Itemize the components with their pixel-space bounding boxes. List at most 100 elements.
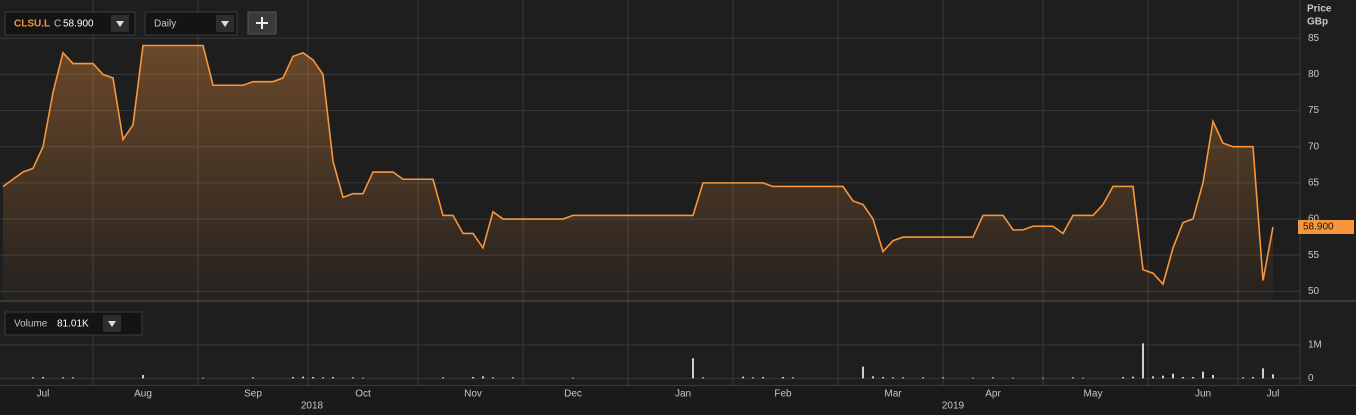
volume-bar bbox=[1252, 377, 1254, 379]
volume-bar bbox=[972, 377, 974, 379]
volume-bar bbox=[1192, 377, 1194, 379]
volume-bar bbox=[872, 376, 874, 379]
x-tick-label: Sep bbox=[244, 389, 262, 400]
last-price-tag bbox=[1298, 219, 1354, 234]
volume-bar bbox=[292, 377, 294, 379]
volume-bar bbox=[482, 376, 484, 379]
change-prefix: C bbox=[54, 19, 61, 30]
volume-bar bbox=[1042, 377, 1044, 379]
volume-bar bbox=[862, 366, 864, 379]
symbol: CLSU.L bbox=[14, 19, 50, 30]
volume-bar bbox=[572, 377, 574, 379]
x-tick-label: Mar bbox=[884, 389, 902, 400]
volume-bar bbox=[742, 376, 744, 379]
x-tick-label: Apr bbox=[985, 389, 1001, 400]
volume-bar bbox=[332, 377, 334, 379]
last-price-tag-label: 58.900 bbox=[1303, 222, 1334, 233]
y-tick-label: 85 bbox=[1308, 33, 1320, 44]
volume-bar bbox=[312, 377, 314, 379]
volume-value: 81.01K bbox=[57, 319, 89, 330]
y-axis-unit: GBp bbox=[1307, 17, 1328, 28]
interval: Daily bbox=[154, 19, 176, 30]
volume-bar bbox=[322, 377, 324, 379]
volume-bar bbox=[142, 375, 144, 379]
y-tick-label: 80 bbox=[1308, 69, 1320, 80]
x-tick-label: Oct bbox=[355, 389, 371, 400]
volume-bar bbox=[1012, 377, 1014, 379]
volume-bar bbox=[202, 377, 204, 379]
volume-bar bbox=[1072, 377, 1074, 379]
y-tick-label: 0 bbox=[1308, 373, 1314, 384]
volume-bar bbox=[72, 377, 74, 379]
year-label: 2019 bbox=[942, 401, 965, 412]
y-tick-label: 1M bbox=[1308, 340, 1322, 351]
y-tick-label: 65 bbox=[1308, 178, 1320, 189]
volume-bar bbox=[1132, 376, 1134, 379]
y-tick-label: 70 bbox=[1308, 141, 1320, 152]
labels: 50 55 60 65 70 75 80 85 0 1M Jul Aug Sep Oct Nov Dec Jan… bbox=[37, 33, 1354, 412]
price-area bbox=[3, 45, 1273, 300]
x-tick-label: Jul bbox=[1267, 389, 1280, 400]
volume-bar bbox=[942, 377, 944, 379]
volume-bar bbox=[1152, 376, 1154, 379]
y-tick-label: 60 bbox=[1308, 214, 1320, 225]
price-line bbox=[2, 44, 1274, 286]
add-icon bbox=[256, 17, 268, 29]
volume-bar bbox=[752, 377, 754, 379]
volume-bar bbox=[472, 377, 474, 379]
volume-bar bbox=[1212, 375, 1214, 379]
volume-bar bbox=[492, 377, 494, 379]
y-tick-label: 75 bbox=[1308, 105, 1320, 116]
x-axis-band bbox=[0, 386, 1356, 415]
volume-bar bbox=[762, 377, 764, 379]
volume-bar bbox=[1242, 377, 1244, 379]
volume-bar bbox=[1142, 343, 1144, 379]
volume-bar bbox=[362, 377, 364, 379]
x-tick-label: Aug bbox=[134, 389, 152, 400]
volume-bar bbox=[922, 377, 924, 379]
volume-bar bbox=[882, 377, 884, 379]
y-axis-title: Price bbox=[1307, 4, 1332, 15]
volume-bar bbox=[1182, 377, 1184, 379]
symbol-box[interactable] bbox=[4, 11, 136, 36]
volume-bar bbox=[62, 377, 64, 379]
x-tick-label: Dec bbox=[564, 389, 582, 400]
interval-box[interactable] bbox=[144, 11, 238, 36]
last-price: 58.900 bbox=[63, 19, 94, 30]
volume-bar bbox=[32, 377, 34, 379]
year-label: 2018 bbox=[301, 401, 324, 412]
volume-bar bbox=[252, 377, 254, 379]
x-tick-label: Jun bbox=[1195, 389, 1211, 400]
volume-bar bbox=[702, 377, 704, 379]
volume-bar bbox=[302, 376, 304, 379]
marks bbox=[2, 44, 1274, 379]
volume-bar bbox=[792, 377, 794, 379]
volume-bar bbox=[1272, 374, 1274, 379]
volume-bar bbox=[512, 377, 514, 379]
dropdown-arrow bbox=[108, 321, 116, 327]
volume-bar bbox=[1162, 375, 1164, 379]
dropdown-arrow bbox=[116, 21, 124, 27]
volume-bar bbox=[782, 377, 784, 379]
volume-bar bbox=[1122, 377, 1124, 379]
volume-bar bbox=[1172, 373, 1174, 379]
volume-bar bbox=[992, 377, 994, 379]
volume-bar bbox=[892, 377, 894, 379]
x-tick-label: May bbox=[1084, 389, 1103, 400]
y-tick-label: 55 bbox=[1308, 250, 1320, 261]
volume-bar bbox=[442, 377, 444, 379]
volume-bar bbox=[352, 377, 354, 379]
volume-bar bbox=[42, 377, 44, 379]
x-tick-label: Nov bbox=[464, 389, 482, 400]
x-tick-label: Jan bbox=[675, 389, 691, 400]
x-tick-label: Jul bbox=[37, 389, 50, 400]
volume-bar bbox=[692, 358, 694, 379]
volume-label: Volume bbox=[14, 319, 48, 330]
volume-bar bbox=[1262, 368, 1264, 379]
volume-bar bbox=[902, 377, 904, 379]
y-tick-label: 50 bbox=[1308, 286, 1320, 297]
volume-bar bbox=[1082, 377, 1084, 379]
volume-bar bbox=[1202, 371, 1204, 379]
